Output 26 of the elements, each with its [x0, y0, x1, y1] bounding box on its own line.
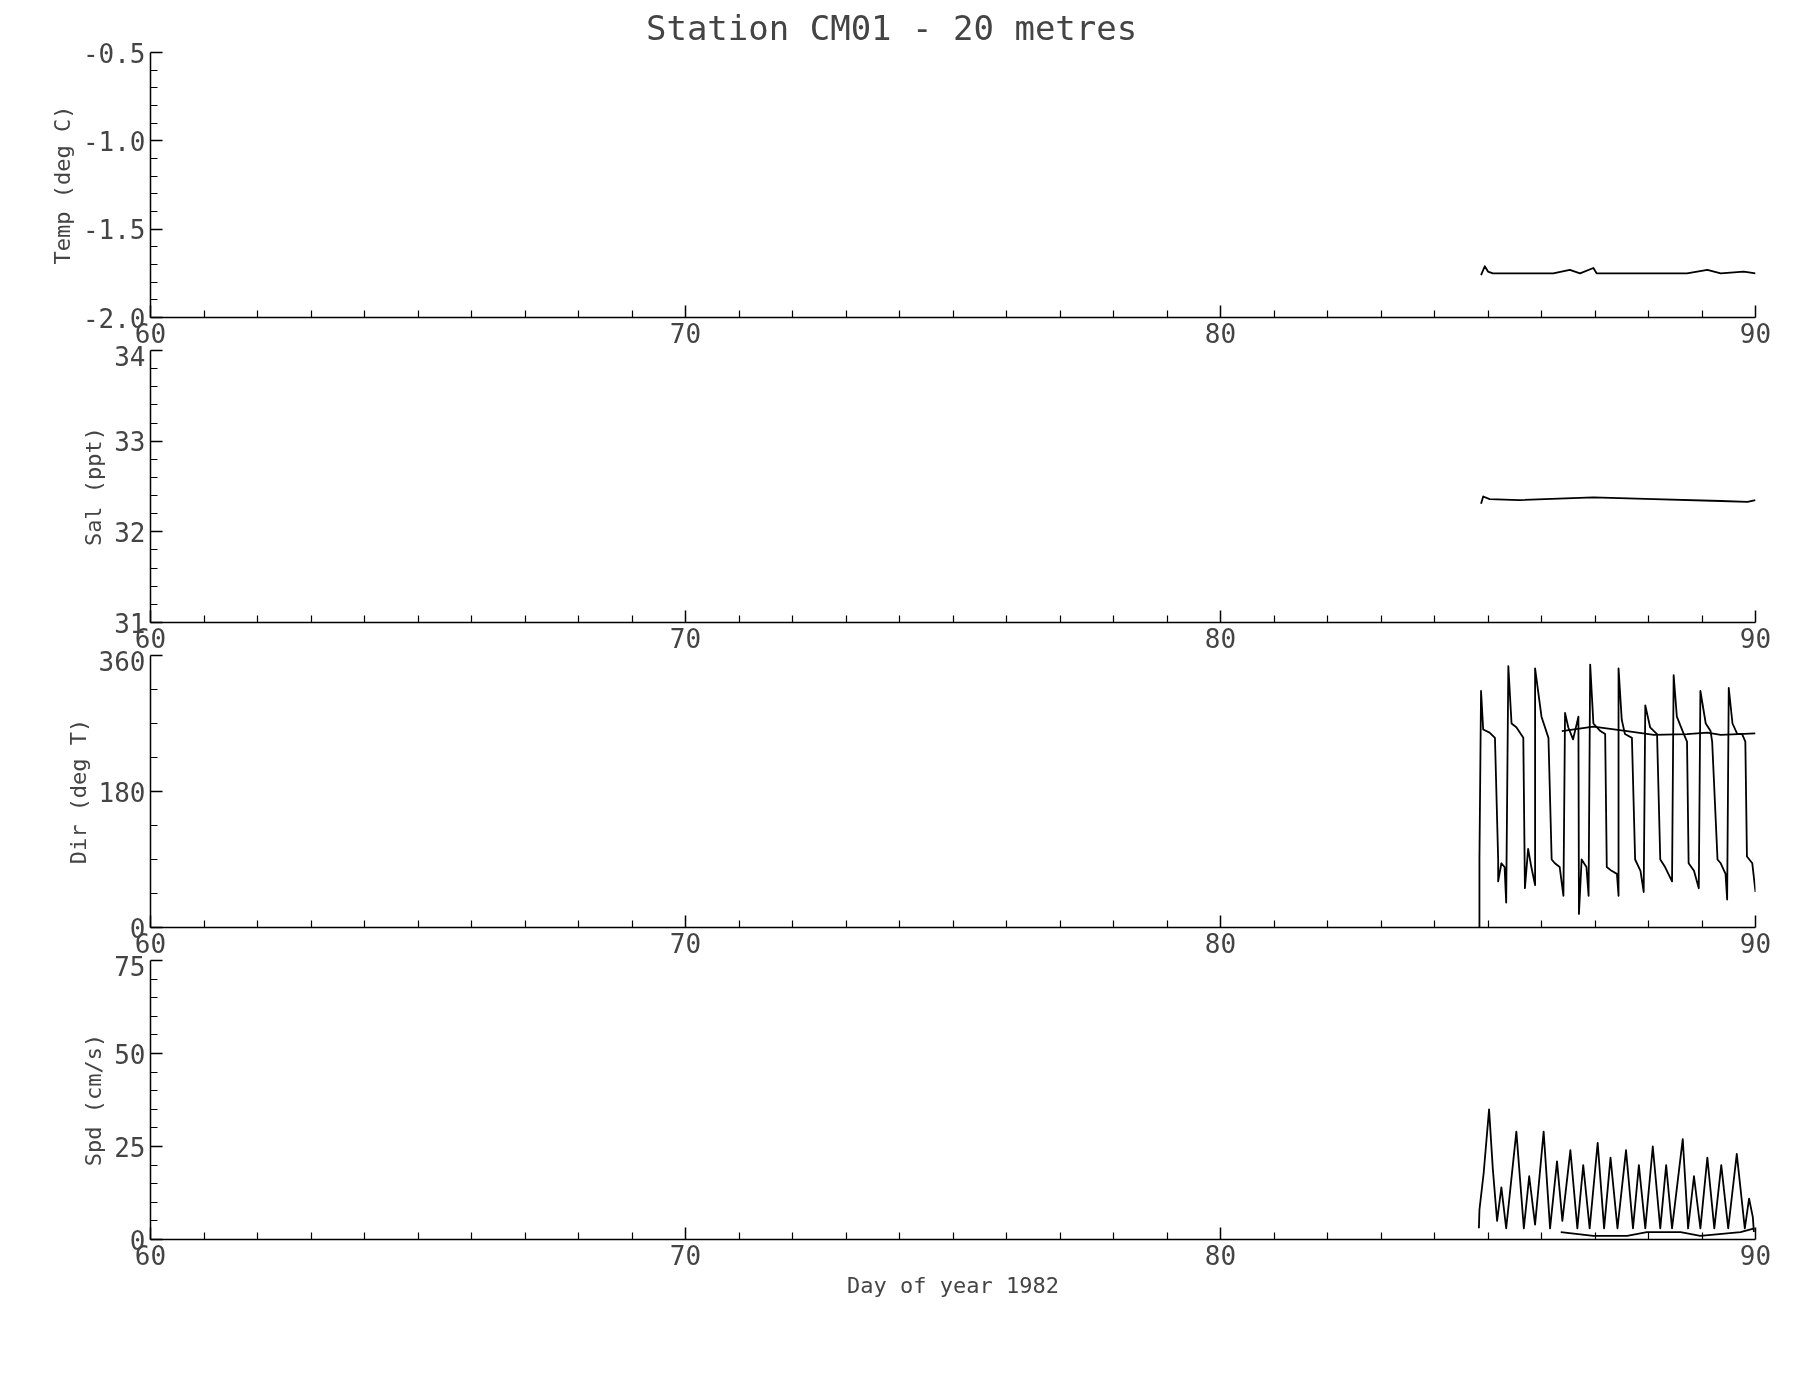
- x-tick-label: 90: [1739, 1240, 1772, 1271]
- x-tick-label: 90: [1739, 623, 1772, 654]
- x-tick-label: 80: [1204, 1240, 1237, 1271]
- chart-title: Station CM01 - 20 metres: [645, 7, 1138, 48]
- x-tick-label: 90: [1739, 928, 1772, 959]
- x-tick-label: 70: [669, 623, 702, 654]
- y-tick-label: -0.5: [82, 38, 146, 69]
- x-tick-label: 70: [669, 928, 702, 959]
- y-tick-label: -1.5: [82, 215, 146, 246]
- x-tick-label: 70: [669, 1240, 702, 1271]
- x-axis-title: Day of year 1982: [847, 1272, 1059, 1298]
- x-tick-label: 80: [1204, 318, 1237, 349]
- y-axis-title: Dir (deg T): [65, 718, 91, 865]
- y-tick-label: 32: [114, 517, 146, 548]
- y-axis-title: Sal (ppt): [81, 426, 107, 547]
- x-tick-label: 80: [1204, 928, 1237, 959]
- y-tick-label: 33: [114, 427, 146, 458]
- y-tick-label: 50: [114, 1039, 146, 1070]
- x-tick-label: 90: [1739, 318, 1772, 349]
- y-axis-title: Spd (cm/s): [81, 1033, 107, 1167]
- y-tick-label: 25: [114, 1132, 146, 1163]
- x-tick-label: 80: [1204, 623, 1237, 654]
- x-tick-label: 70: [669, 318, 702, 349]
- y-axis-title: Temp (deg C): [49, 105, 75, 265]
- y-tick-label: -1.0: [82, 126, 146, 157]
- y-tick-label: 180: [98, 777, 146, 808]
